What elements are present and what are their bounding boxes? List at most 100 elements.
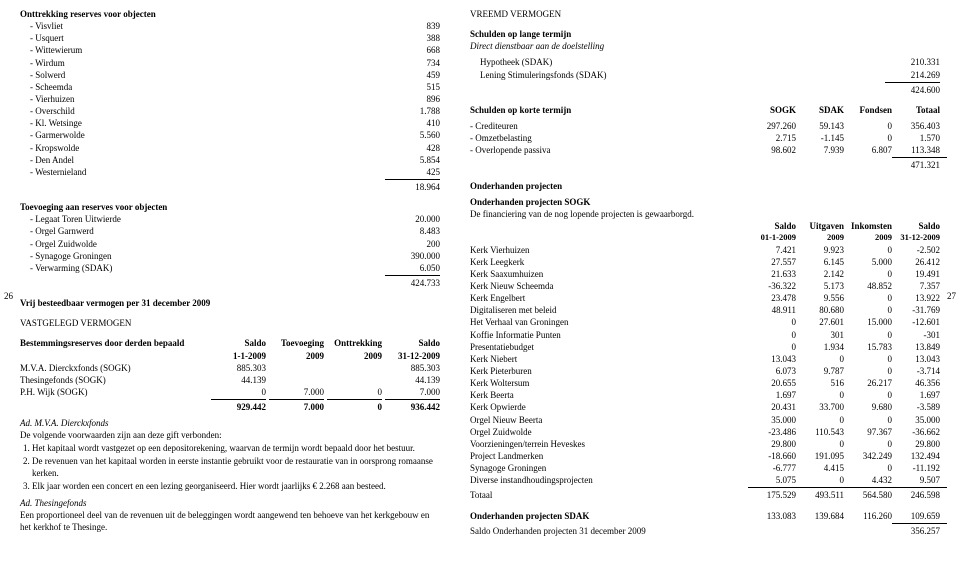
korte-head: Schulden op korte termijn (470, 104, 748, 116)
row-val: -2.502 (892, 244, 940, 256)
row-val (266, 374, 324, 386)
row-val: 0 (796, 438, 844, 450)
note-item: Het kapitaal wordt vastgezet op een depo… (32, 442, 440, 454)
row-label: Kerk Woltersum (470, 377, 748, 389)
row-label: Kerk Pieterburen (470, 365, 748, 377)
col-sub: 2009 (266, 350, 324, 362)
row-label: Orgel Zuidwolde (470, 426, 748, 438)
row-val: 98.602 (748, 144, 796, 156)
sdak-val: 139.684 (796, 510, 844, 522)
row-val: 33.700 (796, 401, 844, 413)
line-value: 210.331 (880, 56, 940, 68)
row-val: 26.412 (892, 256, 940, 268)
line-value: 896 (380, 93, 440, 105)
row-val: 0 (844, 462, 892, 474)
row-val: -18.660 (748, 450, 796, 462)
row-val: 0 (844, 389, 892, 401)
line-label: - Solwerd (20, 69, 380, 81)
row-val: 44.139 (208, 374, 266, 386)
row-val: 4.432 (844, 474, 892, 486)
page-number-right: 27 (947, 290, 956, 302)
line-value: 734 (380, 57, 440, 69)
line-value: 1.788 (380, 105, 440, 117)
row-val: 1.570 (892, 132, 940, 144)
line-label: - Orgel Zuidwolde (20, 238, 380, 250)
oh-sogk-head: Onderhanden projecten SOGK (470, 196, 940, 208)
line-label: - Legaat Toren Uitwierde (20, 213, 380, 225)
row-val: 0 (844, 414, 892, 426)
row-val: 1.697 (892, 389, 940, 401)
oh-head: Onderhanden projecten (470, 180, 940, 192)
col-sub: 31-12-2009 (382, 350, 440, 362)
row-val: 0 (844, 120, 892, 132)
row-label: Thesingefonds (SOGK) (20, 374, 208, 386)
row-val: 9.923 (796, 244, 844, 256)
row-label: Voorzieningen/terrein Heveskes (470, 438, 748, 450)
line-value: 5.854 (380, 154, 440, 166)
col-head: Inkomsten (844, 220, 892, 232)
row-val: 6.807 (844, 144, 892, 156)
row-val: 132.494 (892, 450, 940, 462)
row-label: Diverse instandhoudingsprojecten (470, 474, 748, 486)
row-val: 0 (796, 474, 844, 486)
line-label: - Usquert (20, 32, 380, 44)
row-label: - Crediteuren (470, 120, 748, 132)
row-val: 27.601 (796, 316, 844, 328)
row-val: -1.145 (796, 132, 844, 144)
row-val: 7.939 (796, 144, 844, 156)
row-val: 0 (844, 353, 892, 365)
vreemd-head: VREEMD VERMOGEN (470, 8, 940, 20)
row-val: 26.217 (844, 377, 892, 389)
row-val: 46.356 (892, 377, 940, 389)
line-value: 6.050 (380, 262, 440, 274)
oh-total: 175.529 (748, 489, 796, 501)
row-label: Het Verhaal van Groningen (470, 316, 748, 328)
note-item: Elk jaar worden een concert en een lezin… (32, 480, 440, 492)
row-val: 48.852 (844, 280, 892, 292)
vastgelegd-head: VASTGELEGD VERMOGEN (20, 317, 440, 329)
row-label: Presentatiebudget (470, 341, 748, 353)
sdak-val: 109.659 (892, 510, 940, 522)
row-val (266, 362, 324, 374)
row-val: 0 (324, 386, 382, 398)
row-val: 7.000 (266, 386, 324, 398)
line-value: 390.000 (380, 250, 440, 262)
vrij-head: Vrij besteedbaar vermogen per 31 decembe… (20, 297, 440, 309)
line-label: - Vierhuizen (20, 93, 380, 105)
row-val: 2.142 (796, 268, 844, 280)
row-val: 13.922 (892, 292, 940, 304)
row-label: Synagoge Groningen (470, 462, 748, 474)
line-value: 668 (380, 44, 440, 56)
ad1-head: Ad. M.V.A. Dierckxfonds (20, 417, 440, 429)
row-label: - Overlopende passiva (470, 144, 748, 156)
row-val: 1.697 (748, 389, 796, 401)
bestem-total: 936.442 (382, 401, 440, 413)
row-val: 21.633 (748, 268, 796, 280)
col-head: Saldo (748, 220, 796, 232)
row-val: 0 (844, 329, 892, 341)
row-val: 9.507 (892, 474, 940, 486)
line-label: - Scheemda (20, 81, 380, 93)
row-val: 0 (748, 341, 796, 353)
row-label: Kerk Beerta (470, 389, 748, 401)
row-val: 0 (796, 389, 844, 401)
row-val: 35.000 (892, 414, 940, 426)
page-number-left: 26 (4, 290, 13, 302)
row-label: Kerk Engelbert (470, 292, 748, 304)
col-head: SOGK (748, 104, 796, 116)
row-val (324, 374, 382, 386)
col-sub: 31-12-2009 (892, 232, 940, 243)
row-val: 7.000 (382, 386, 440, 398)
row-val: 6.145 (796, 256, 844, 268)
row-val: 9.680 (844, 401, 892, 413)
row-label: P.H. Wijk (SOGK) (20, 386, 208, 398)
row-val: 13.043 (748, 353, 796, 365)
row-val: 0 (844, 438, 892, 450)
row-val: 97.367 (844, 426, 892, 438)
row-val: 20.431 (748, 401, 796, 413)
line-value: 200 (380, 238, 440, 250)
line-value: 214.269 (880, 69, 940, 81)
col-head: Totaal (892, 104, 940, 116)
ad1-intro: De volgende voorwaarden zijn aan deze gi… (20, 429, 440, 441)
row-val: 0 (844, 365, 892, 377)
